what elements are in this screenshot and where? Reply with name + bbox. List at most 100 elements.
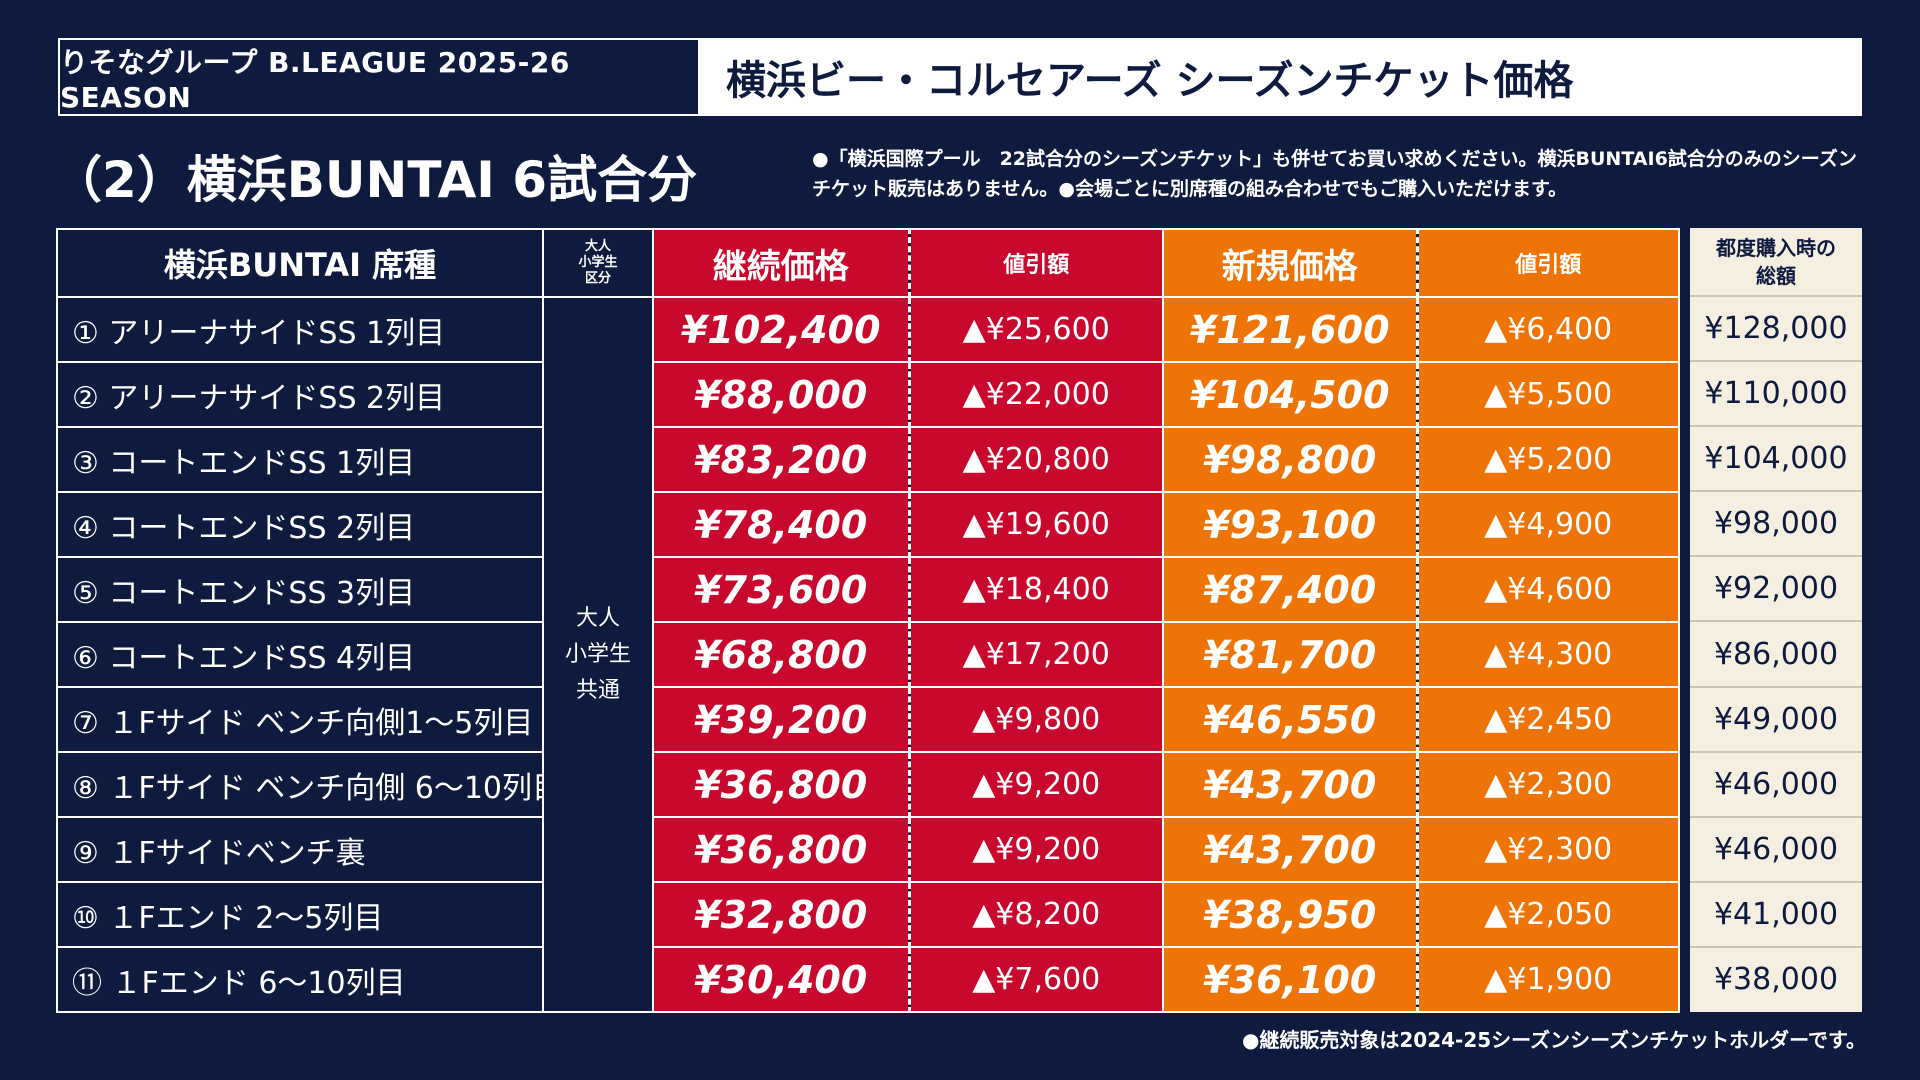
single-total: ¥98,000: [1690, 491, 1862, 558]
single-total: ¥38,000: [1690, 946, 1862, 1012]
new-discount: ▲¥2,450: [1415, 686, 1680, 752]
renewal-price: ¥88,000: [652, 361, 909, 427]
single-total: ¥46,000: [1690, 816, 1862, 883]
renewal-discount: ▲¥25,600: [907, 296, 1163, 362]
renewal-discount: ▲¥9,200: [907, 751, 1163, 817]
category-cell: 大人 小学生 共通: [542, 296, 654, 1013]
footer-note: ●継続販売対象は2024-25シーズンシーズンチケットホルダーです。: [1241, 1028, 1866, 1052]
table-row: ¥46,000: [1690, 751, 1862, 818]
table-row: ⑤ コートエンドSS 3列目 ¥73,600 ▲¥18,400 ¥87,400 ▲¥4,…: [56, 556, 1680, 623]
new-discount: ▲¥4,900: [1415, 491, 1680, 557]
header-renewal-price: 継続価格: [652, 228, 909, 297]
new-discount: ▲¥5,500: [1415, 361, 1680, 427]
renewal-discount: ▲¥7,600: [907, 946, 1163, 1013]
header-bar: りそなグループ B.LEAGUE 2025-26 SEASON 横浜ビー・コルセ…: [58, 38, 1862, 116]
seat-name: ⑪ １Fエンド 6〜10列目: [56, 946, 544, 1013]
single-purchase-table: 都度購入時の 総額 ¥128,000 ¥110,000 ¥104,000 ¥98,00…: [1690, 228, 1862, 1012]
table-row: ⑦ １Fサイド ベンチ向側1〜5列目 ¥39,200 ▲¥9,800 ¥46,550 ▲…: [56, 686, 1680, 753]
table-row: ¥128,000: [1690, 296, 1862, 363]
new-discount: ▲¥5,200: [1415, 426, 1680, 492]
new-discount: ▲¥2,050: [1415, 881, 1680, 947]
single-total: ¥104,000: [1690, 426, 1862, 493]
table-row: ¥110,000: [1690, 361, 1862, 428]
header-new-price: 新規価格: [1162, 228, 1417, 297]
seat-name: ④ コートエンドSS 2列目: [56, 491, 544, 558]
header-single-total: 都度購入時の 総額: [1690, 228, 1862, 298]
renewal-discount: ▲¥8,200: [907, 881, 1163, 947]
single-total: ¥128,000: [1690, 296, 1862, 363]
new-price: ¥121,600: [1162, 296, 1417, 362]
table-row: ① アリーナサイドSS 1列目 大人 小学生 共通 ¥102,400 ▲¥25,600…: [56, 296, 1680, 1013]
header-category: 大人 小学生 区分: [542, 228, 654, 298]
seat-name: ① アリーナサイドSS 1列目: [56, 296, 544, 363]
new-price: ¥38,950: [1162, 881, 1417, 947]
table-row: ④ コートエンドSS 2列目 ¥78,400 ▲¥19,600 ¥93,100 ▲¥4,…: [56, 491, 1680, 558]
seat-name: ③ コートエンドSS 1列目: [56, 426, 544, 493]
new-price: ¥43,700: [1162, 751, 1417, 817]
single-total: ¥41,000: [1690, 881, 1862, 948]
renewal-price: ¥32,800: [652, 881, 909, 947]
renewal-price: ¥36,800: [652, 816, 909, 882]
renewal-price: ¥102,400: [652, 296, 909, 362]
table-row: ¥41,000: [1690, 881, 1862, 948]
seat-name: ⑨ １Fサイドベンチ裏: [56, 816, 544, 883]
table-row: ⑧ １Fサイド ベンチ向側 6〜10列目 ¥36,800 ▲¥9,200 ¥43,70…: [56, 751, 1680, 818]
seat-name: ⑤ コートエンドSS 3列目: [56, 556, 544, 623]
table-row: ⑨ １Fサイドベンチ裏 ¥36,800 ▲¥9,200 ¥43,700 ▲¥2,300: [56, 816, 1680, 883]
header-renewal-discount: 値引額: [907, 228, 1163, 297]
single-total: ¥49,000: [1690, 686, 1862, 753]
new-price: ¥87,400: [1162, 556, 1417, 622]
new-price: ¥36,100: [1162, 946, 1417, 1013]
single-total: ¥86,000: [1690, 621, 1862, 688]
renewal-discount: ▲¥9,200: [907, 816, 1163, 882]
seat-name: ⑩ １Fエンド 2〜5列目: [56, 881, 544, 948]
seat-name: ⑧ １Fサイド ベンチ向側 6〜10列目: [56, 751, 544, 818]
new-price: ¥98,800: [1162, 426, 1417, 492]
renewal-discount: ▲¥17,200: [907, 621, 1163, 687]
renewal-price: ¥78,400: [652, 491, 909, 557]
single-total: ¥92,000: [1690, 556, 1862, 623]
header-new-discount: 値引額: [1415, 228, 1680, 297]
table-row: ¥98,000: [1690, 491, 1862, 558]
new-discount: ▲¥4,300: [1415, 621, 1680, 687]
table-header-row: 横浜BUNTAI 席種 大人 小学生 区分 継続価格 値引額 新規価格 値引額: [56, 228, 1680, 298]
renewal-discount: ▲¥22,000: [907, 361, 1163, 427]
table-row: ⑪ １Fエンド 6〜10列目 ¥30,400 ▲¥7,600 ¥36,100 ▲¥1,9…: [56, 946, 1680, 1013]
table-row: ¥49,000: [1690, 686, 1862, 753]
single-total: ¥110,000: [1690, 361, 1862, 428]
table-row: ② アリーナサイドSS 2列目 ¥88,000 ▲¥22,000 ¥104,500 ▲¥…: [56, 361, 1680, 428]
seat-name: ⑦ １Fサイド ベンチ向側1〜5列目: [56, 686, 544, 753]
new-discount: ▲¥6,400: [1415, 296, 1680, 362]
renewal-price: ¥39,200: [652, 686, 909, 752]
new-price: ¥104,500: [1162, 361, 1417, 427]
new-price: ¥93,100: [1162, 491, 1417, 557]
price-table: 横浜BUNTAI 席種 大人 小学生 区分 継続価格 値引額 新規価格 値引額 …: [56, 228, 1680, 1013]
new-price: ¥81,700: [1162, 621, 1417, 687]
renewal-discount: ▲¥18,400: [907, 556, 1163, 622]
renewal-price: ¥73,600: [652, 556, 909, 622]
renewal-price: ¥36,800: [652, 751, 909, 817]
renewal-price: ¥83,200: [652, 426, 909, 492]
table-row: ⑩ １Fエンド 2〜5列目 ¥32,800 ▲¥8,200 ¥38,950 ▲¥2,05…: [56, 881, 1680, 948]
seat-name: ② アリーナサイドSS 2列目: [56, 361, 544, 428]
new-discount: ▲¥4,600: [1415, 556, 1680, 622]
renewal-price: ¥30,400: [652, 946, 909, 1013]
page-title: 横浜ビー・コルセアーズ シーズンチケット価格: [700, 40, 1860, 114]
table-row: ¥46,000: [1690, 816, 1862, 883]
new-price: ¥46,550: [1162, 686, 1417, 752]
table-row: ⑥ コートエンドSS 4列目 ¥68,800 ▲¥17,200 ¥81,700 ▲¥4,…: [56, 621, 1680, 688]
header-seat: 横浜BUNTAI 席種: [56, 228, 544, 298]
table-row: ¥38,000: [1690, 946, 1862, 1012]
renewal-price: ¥68,800: [652, 621, 909, 687]
seat-name: ⑥ コートエンドSS 4列目: [56, 621, 544, 688]
table-row: ¥86,000: [1690, 621, 1862, 688]
single-total: ¥46,000: [1690, 751, 1862, 818]
new-discount: ▲¥1,900: [1415, 946, 1680, 1013]
table-row: ③ コートエンドSS 1列目 ¥83,200 ▲¥20,800 ¥98,800 ▲¥5,…: [56, 426, 1680, 493]
renewal-discount: ▲¥9,800: [907, 686, 1163, 752]
renewal-discount: ▲¥19,600: [907, 491, 1163, 557]
new-price: ¥43,700: [1162, 816, 1417, 882]
purchase-note: ●「横浜国際プール 22試合分のシーズンチケット」も併せてお買い求めください。横…: [812, 148, 1857, 200]
new-discount: ▲¥2,300: [1415, 751, 1680, 817]
venue-subtitle: （2）横浜BUNTAI 6試合分: [52, 151, 698, 209]
